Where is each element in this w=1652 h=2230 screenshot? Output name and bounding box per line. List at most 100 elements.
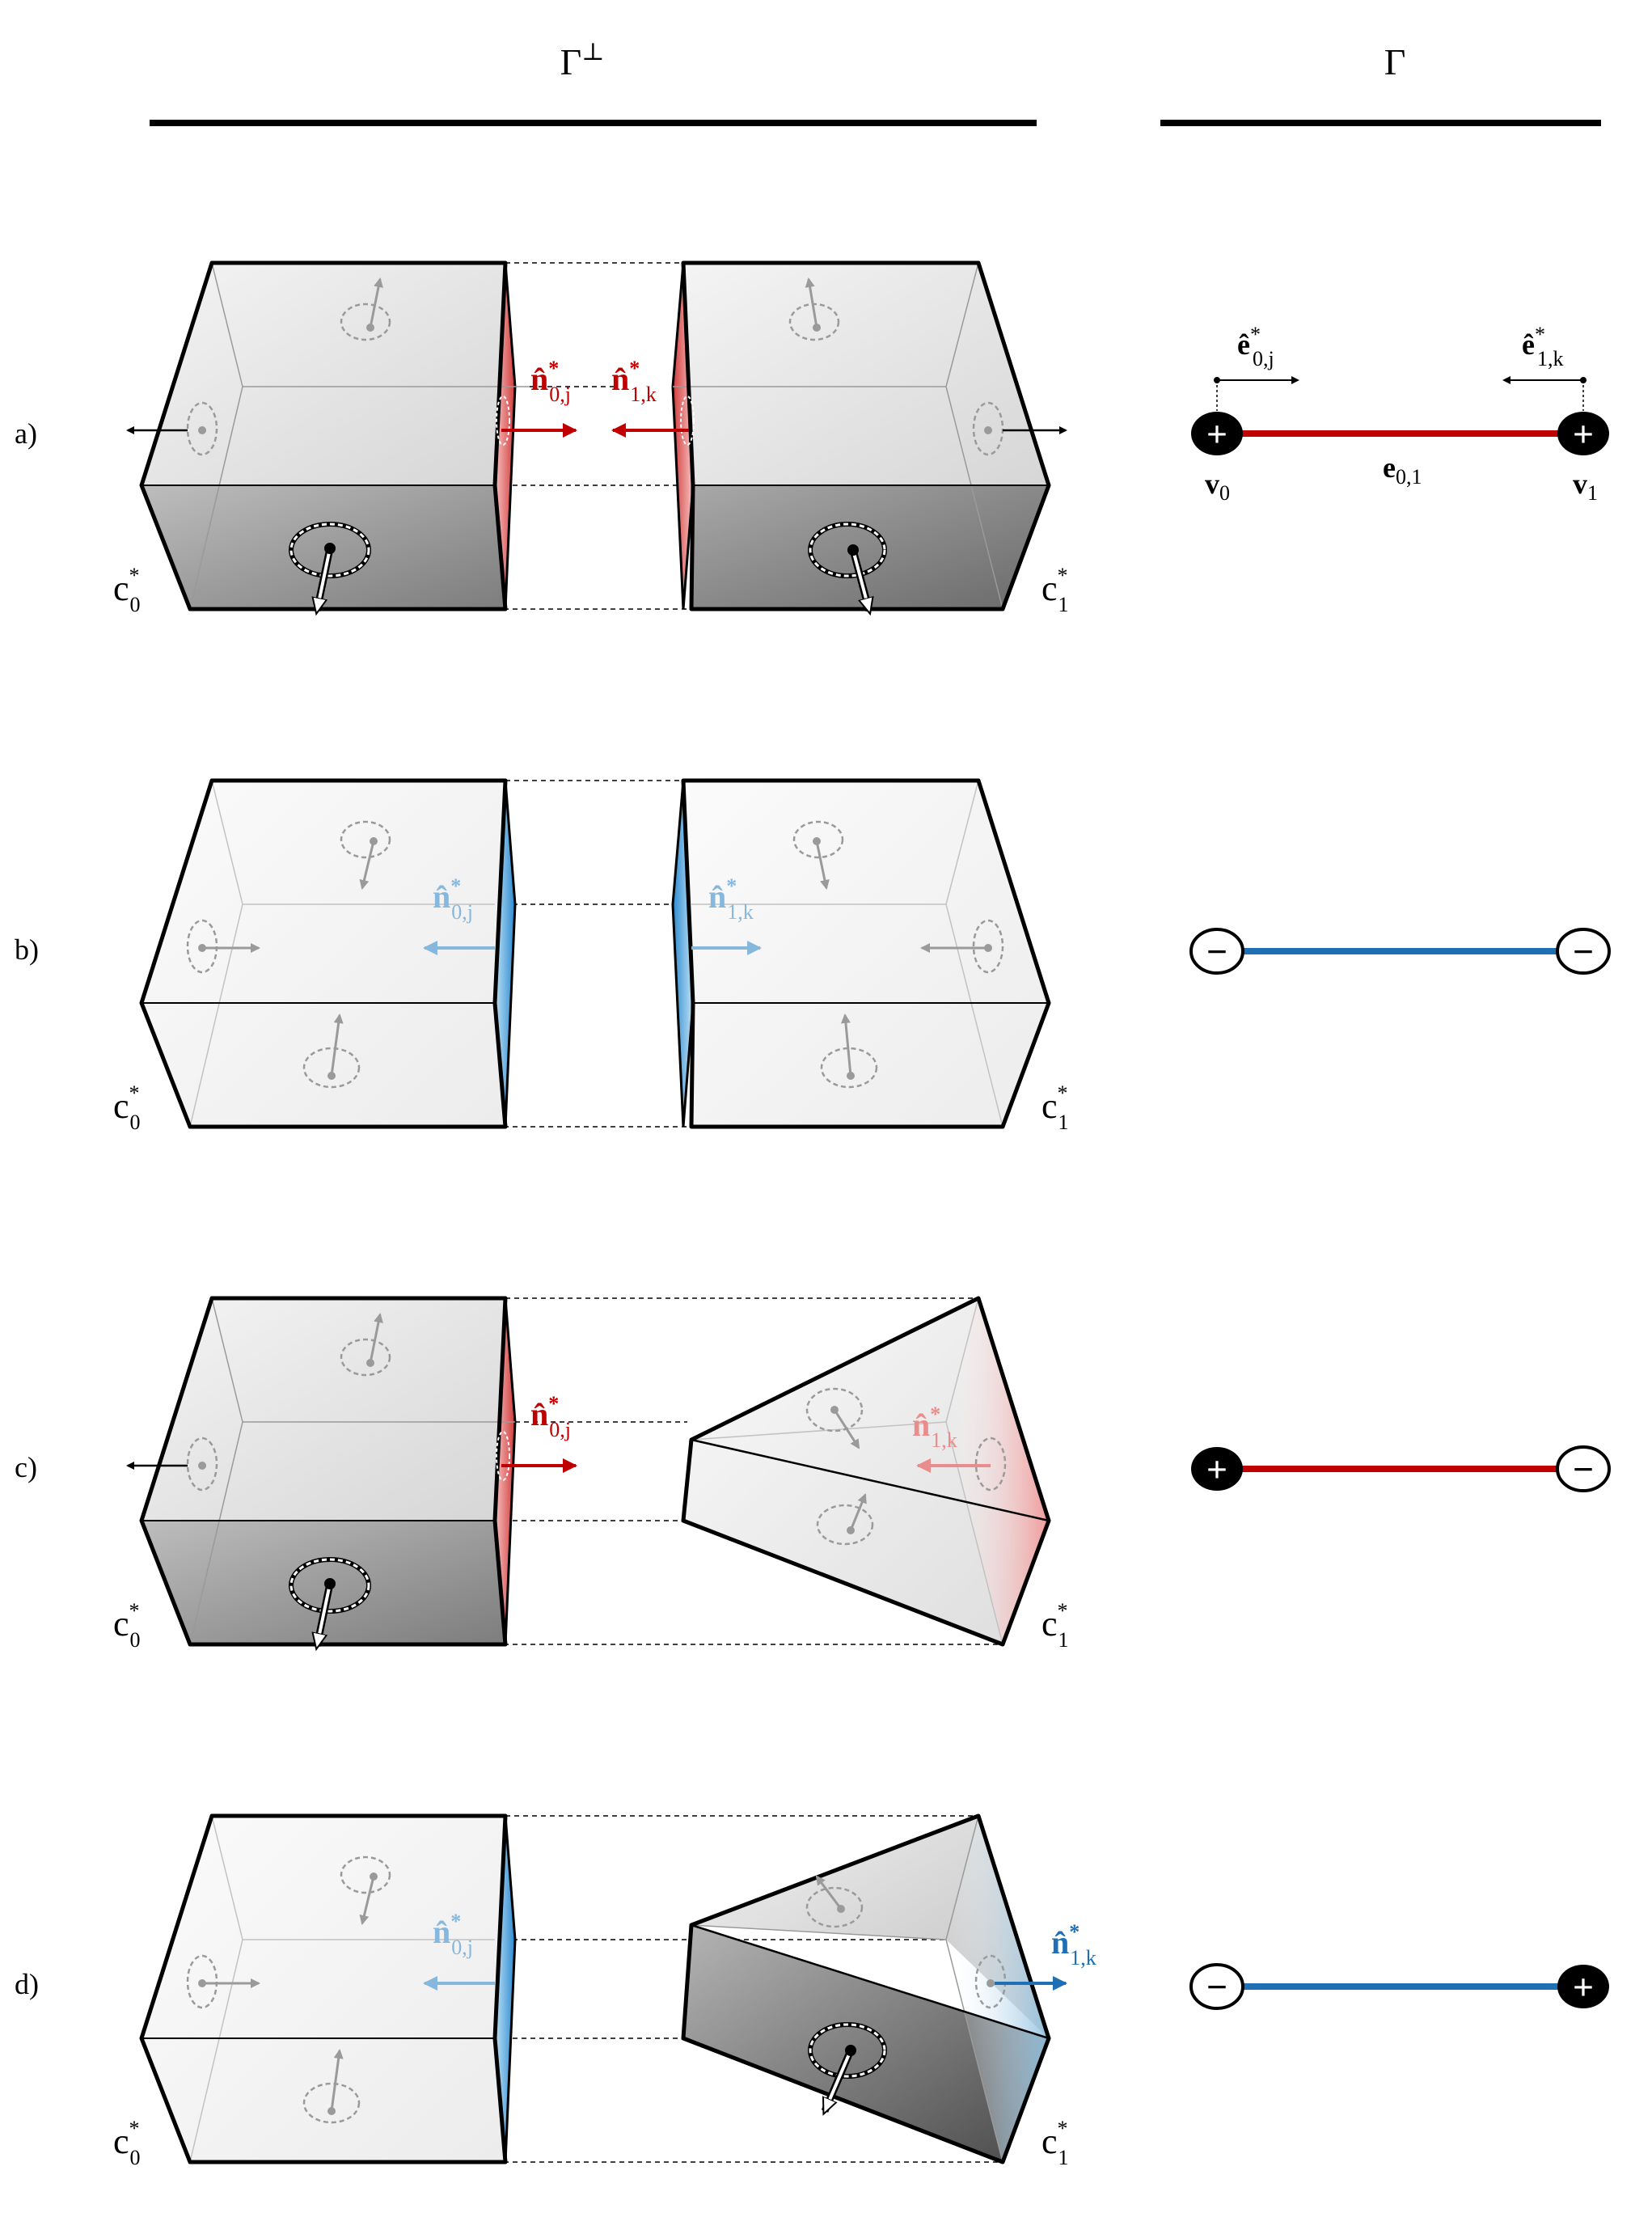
shape-face [683,1925,1049,2162]
text-part: 0 [130,593,141,616]
label-n0j: n̂* 0,j [530,357,571,406]
text-part: 1 [1058,1111,1069,1134]
ellipse-mark [805,1387,864,1432]
text-label: + [1206,1449,1227,1490]
shape-face [142,1816,505,2162]
row-label-b: b) [15,933,39,966]
ellipse-mark [680,396,695,446]
dot-mark [370,1872,378,1881]
label-e1k: ê* 1,k [1522,323,1563,370]
ellipse-mark [302,1047,361,1089]
text-part: n̂ [530,361,548,397]
group [186,1338,391,1492]
rotation-icon [186,303,391,456]
dot-mark [198,426,206,434]
ellipse-mark [792,820,844,859]
text-label: − [1573,931,1594,972]
text-part: 1 [1058,593,1069,616]
ellipse-mark [1189,1963,1244,2010]
group [186,1856,391,2124]
group [788,303,1004,456]
text-part: * [1058,564,1068,587]
text-part: c [113,569,129,608]
row-label-a: a) [15,417,37,450]
text-part: * [129,2117,140,2140]
label-c0: c* 0 [113,564,141,616]
line-segment [359,1876,375,1925]
line-segment [189,386,243,610]
text-part: 1 [1058,1628,1069,1652]
text-part: 1,k [727,900,754,924]
row-c: c* 0 c* 1 n̂* 0,j n̂* 1,k [113,1296,1611,1652]
line-segment [945,780,979,905]
text-part: 1 [1587,481,1598,505]
line-segment [945,1297,979,1423]
cube-top-face [142,263,505,485]
dot-mark [324,1578,336,1589]
dot-mark [813,324,821,332]
dot-mark [327,1072,336,1080]
ellipse-mark [1556,928,1611,975]
line-segment [330,1013,344,1077]
text-part: c [1041,569,1058,608]
text-part: * [1058,1081,1068,1105]
row-label-d: d) [15,1968,39,2000]
shape-face [142,1298,505,1521]
line-segment [840,1013,852,1077]
shape-face [142,781,505,1127]
text-part: ê [1237,328,1250,361]
text-part: * [1069,1920,1080,1944]
text-part: ê [1522,328,1535,361]
shape-face [946,1298,1049,1644]
group [792,820,1004,1089]
ellipse-mark [809,2023,886,2078]
line-segment [691,1438,1050,1522]
line-segment [851,549,869,611]
text-part: * [548,357,559,380]
ellipse-mark [289,523,370,578]
ellipse-mark [186,1437,218,1492]
ellipse-mark [340,1856,391,1894]
group [691,1297,1003,1645]
ellipse-mark [820,1047,878,1089]
text-part: 0,1 [1396,465,1422,489]
cube-front-face [691,485,1049,609]
dot-mark [366,1359,374,1367]
text-part: n̂ [433,878,450,915]
graph-row-a: + + ê* 0,j ê* 1,k v0 e0,1 v1 [1191,323,1609,505]
ellipse-mark [972,919,1004,974]
text-part: * [726,874,737,898]
shape-face [691,1816,1049,2038]
ellipse-mark [340,1338,391,1377]
header-gamma: Γ [1384,41,1406,83]
text-part: 0 [130,1628,141,1652]
text-part: v [1573,468,1587,500]
text-part: * [930,1403,940,1426]
line-segment [189,903,243,1128]
line-segment [330,2049,344,2112]
text-part: 1 [1058,2146,1069,2169]
text-part: * [450,874,461,898]
dot-mark [198,1462,206,1470]
group [805,1387,1007,1546]
line-segment [317,1583,332,1646]
text-part: n̂ [1051,1924,1069,1961]
label-e01: e0,1 [1383,451,1422,489]
ellipse-mark [805,1886,864,1928]
ellipse-mark [340,303,391,341]
cube-c0: c * 0 [113,260,577,616]
text-part: n̂ [433,1914,450,1950]
group [189,1297,515,1645]
row-a: c* 0 [113,260,1609,616]
text-part: c [1041,1604,1058,1644]
text-part: * [450,1910,461,1933]
ellipse-mark [1557,1965,1609,2008]
line-segment [691,1923,1050,2040]
vertex-sign: + [1206,413,1227,455]
line-segment [825,2050,852,2111]
line-segment [945,386,1003,610]
line-segment [189,1939,243,2163]
cube-front-face [142,485,505,609]
group [189,780,495,1128]
text-part: 0 [130,1111,141,1134]
